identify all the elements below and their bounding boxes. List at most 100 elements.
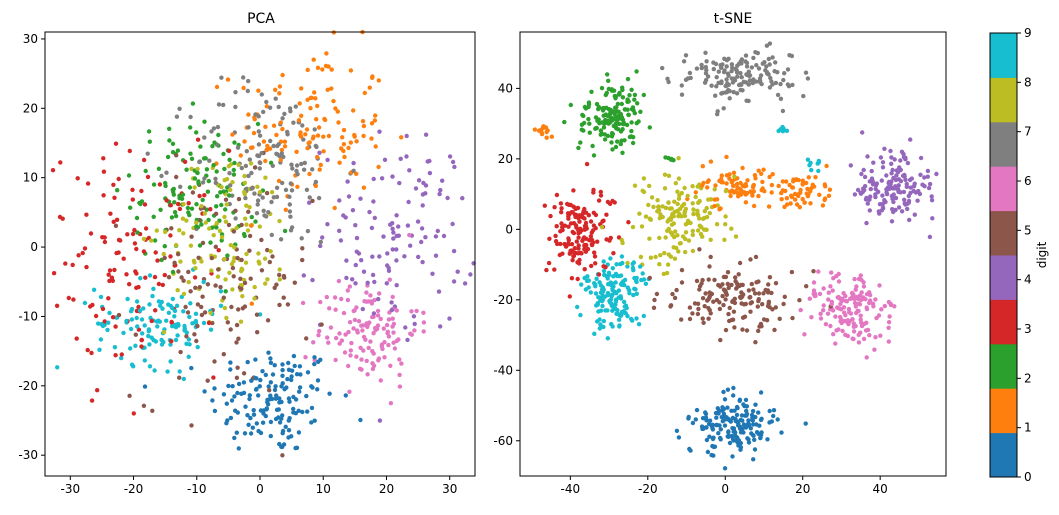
tsne-point-digit-7: [738, 87, 743, 93]
tsne-point-digit-8: [637, 211, 642, 216]
pca-point-digit-4: [350, 208, 356, 213]
tsne-point-digit-6: [843, 332, 848, 337]
pca-point-digit-0: [280, 413, 285, 418]
pca-point-digit-3: [85, 181, 91, 186]
pca-point-digit-4: [346, 194, 352, 199]
tsne-point-digit-5: [761, 291, 766, 296]
pca-point-digit-5: [235, 365, 240, 370]
pca-point-digit-7: [289, 162, 294, 167]
tsne-point-digit-7: [751, 55, 756, 61]
tsne-point-digit-9: [780, 124, 785, 130]
tsne-point-digit-8: [679, 190, 684, 196]
pca-point-digit-4: [353, 262, 358, 268]
tsne-point-digit-7: [709, 83, 714, 88]
pca-point-digit-5: [199, 312, 205, 318]
tsne-point-digit-8: [729, 226, 734, 231]
tsne-point-digit-2: [587, 121, 592, 126]
pca-point-digit-5: [212, 359, 217, 364]
tsne-point-digit-7: [713, 93, 718, 98]
tsne-point-digit-0: [738, 447, 743, 452]
tsne-point-digit-1: [789, 193, 794, 198]
tsne-point-digit-6: [821, 308, 826, 313]
pca-point-digit-7: [288, 181, 293, 186]
pca-point-digit-5: [264, 190, 270, 196]
tsne-point-digit-2: [605, 72, 610, 77]
tsne-point-digit-2: [612, 110, 617, 115]
tsne-ytick-label: 40: [498, 81, 513, 95]
tsne-point-digit-8: [630, 224, 636, 230]
tsne-point-digit-6: [882, 303, 887, 309]
tsne-ytick-label: -60: [493, 434, 513, 448]
pca-point-digit-9: [181, 376, 186, 382]
pca-point-digit-8: [242, 173, 247, 179]
tsne-point-digit-6: [843, 293, 848, 299]
tsne-point-digit-4: [871, 160, 876, 165]
tsne-point-digit-6: [861, 284, 867, 289]
pca-point-digit-9: [121, 330, 126, 336]
pca-point-digit-6: [364, 290, 369, 295]
colorbar-segment-0: [990, 432, 1017, 478]
tsne-point-digit-4: [861, 186, 866, 191]
tsne-point-digit-2: [615, 127, 621, 132]
tsne-point-digit-7: [711, 66, 716, 72]
pca-point-digit-4: [452, 164, 457, 170]
tsne-point-digit-6: [892, 304, 897, 309]
pca-ytick-label: 0: [30, 240, 38, 254]
pca-point-digit-1: [372, 118, 378, 123]
tsne-point-digit-3: [570, 229, 575, 235]
tsne-point-digit-8: [663, 205, 669, 211]
tsne-point-digit-3: [593, 226, 598, 231]
pca-point-digit-1: [282, 144, 288, 149]
tsne-point-digit-1: [769, 190, 774, 195]
tsne-point-digit-6: [813, 293, 818, 299]
pca-point-digit-3: [177, 206, 183, 212]
tsne-point-digit-8: [690, 201, 695, 206]
pca-point-digit-7: [257, 166, 262, 171]
tsne-point-digit-8: [733, 234, 739, 239]
tsne-point-digit-8: [683, 249, 688, 255]
pca-point-digit-2: [232, 140, 237, 145]
pca-xtick-label: 20: [379, 482, 394, 496]
pca-point-digit-9: [201, 320, 207, 326]
pca-point-digit-8: [234, 225, 239, 231]
tsne-point-digit-0: [704, 437, 710, 443]
pca-point-digit-8: [141, 236, 147, 242]
tsne-point-digit-6: [861, 280, 866, 285]
pca-point-digit-4: [381, 234, 386, 239]
pca-point-digit-3: [58, 160, 63, 165]
pca-point-digit-2: [195, 170, 200, 175]
pca-xtick-label: -30: [60, 482, 80, 496]
pca-point-digit-1: [325, 87, 330, 93]
tsne-point-digit-9: [605, 308, 610, 313]
tsne-point-digit-3: [571, 188, 576, 193]
tsne-point-digit-1: [743, 182, 748, 187]
tsne-point-digit-7: [731, 76, 737, 81]
pca-point-digit-4: [372, 279, 377, 285]
pca-point-digit-8: [245, 228, 251, 233]
tsne-point-digit-8: [703, 227, 708, 232]
pca-point-digit-7: [280, 116, 285, 121]
pca-point-digit-1: [317, 167, 322, 172]
pca-point-digit-5: [216, 267, 221, 272]
tsne-point-digit-0: [749, 412, 755, 418]
pca-point-digit-1: [299, 86, 304, 91]
tsne-point-digit-0: [717, 423, 722, 428]
tsne-point-digit-5: [741, 302, 747, 307]
tsne-point-digit-6: [821, 303, 826, 308]
tsne-point-digit-4: [873, 186, 878, 192]
tsne-ytick-label: 20: [498, 152, 513, 166]
pca-point-digit-6: [421, 310, 426, 315]
pca-point-digit-3: [80, 250, 85, 256]
pca-point-digit-3: [143, 226, 149, 231]
pca-point-digit-6: [390, 316, 395, 321]
tsne-point-digit-7: [703, 50, 708, 55]
tsne-point-digit-4: [915, 198, 920, 203]
tsne-point-digit-2: [617, 121, 622, 127]
pca-point-digit-5: [236, 307, 241, 312]
tsne-point-digit-8: [686, 238, 692, 243]
tsne-point-digit-6: [818, 316, 824, 321]
pca-point-digit-8: [224, 177, 230, 182]
tsne-point-digit-2: [638, 109, 643, 115]
tsne-point-digit-3: [584, 242, 589, 248]
pca-point-digit-9: [147, 342, 152, 347]
